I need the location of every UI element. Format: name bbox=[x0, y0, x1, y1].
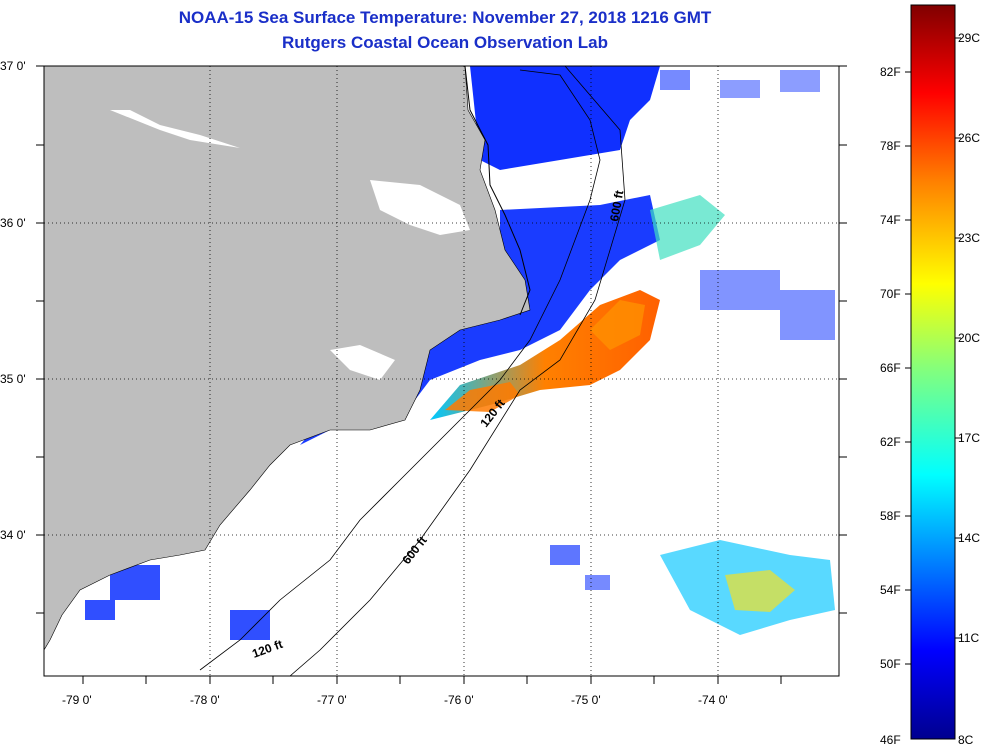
cbar-f-label-82: 82F bbox=[880, 65, 901, 79]
cbar-c-label-29: 29C bbox=[958, 31, 980, 45]
lat-label-35: 35 0' bbox=[0, 372, 26, 386]
contour-120ft bbox=[199, 69, 601, 671]
outer-banks bbox=[464, 66, 531, 316]
lon-label-74: -74 0' bbox=[698, 693, 728, 707]
contour-label-600ft-north: 600 ft bbox=[607, 189, 626, 222]
cbar-f-label-58: 58F bbox=[880, 509, 901, 523]
albemarle-sound bbox=[110, 110, 240, 148]
cbar-f-label-46: 46F bbox=[880, 733, 901, 747]
cbar-f-label-70: 70F bbox=[880, 287, 901, 301]
cbar-c-label-14: 14C bbox=[958, 531, 980, 545]
cbar-c-label-23: 23C bbox=[958, 231, 980, 245]
cbar-f-label-62: 62F bbox=[880, 435, 901, 449]
map-title: NOAA-15 Sea Surface Temperature: Novembe… bbox=[178, 8, 712, 27]
cbar-f-label-54: 54F bbox=[880, 583, 901, 597]
lon-label-75: -75 0' bbox=[571, 693, 601, 707]
lon-label-77: -77 0' bbox=[317, 693, 347, 707]
neuse-river bbox=[330, 345, 395, 380]
lat-label-37: 37 0' bbox=[0, 59, 26, 73]
cbar-f-label-66: 66F bbox=[880, 361, 901, 375]
lon-label-76: -76 0' bbox=[444, 693, 474, 707]
colorbar-gradient bbox=[910, 4, 956, 740]
contour-600ft bbox=[289, 66, 626, 676]
lat-label-36: 36 0' bbox=[0, 216, 26, 230]
cbar-c-label-11: 11C bbox=[958, 631, 979, 645]
cbar-c-label-8: 8C bbox=[958, 733, 974, 747]
cbar-f-label-50: 50F bbox=[880, 657, 901, 671]
map-subtitle: Rutgers Coastal Ocean Observation Lab bbox=[282, 33, 608, 52]
lon-label-79: -79 0' bbox=[62, 693, 92, 707]
sst-cyan-patches-north bbox=[650, 195, 725, 260]
lon-label-78: -78 0' bbox=[190, 693, 220, 707]
axis-ticks bbox=[36, 65, 847, 684]
cbar-f-label-74: 74F bbox=[880, 213, 901, 227]
sst-gulf-stream-orange bbox=[590, 300, 645, 350]
cbar-c-label-17: 17C bbox=[958, 431, 980, 445]
sst-cold-water-north bbox=[470, 66, 660, 170]
pamlico-sound bbox=[370, 180, 470, 235]
colorbar-ticks bbox=[905, 37, 961, 665]
map-frame bbox=[43, 65, 840, 677]
cbar-f-label-78: 78F bbox=[880, 139, 901, 153]
sst-scattered-patches bbox=[85, 70, 835, 640]
sst-yellow-eddy-core bbox=[725, 570, 795, 612]
graticule bbox=[44, 66, 839, 676]
lat-label-34: 34 0' bbox=[0, 528, 26, 542]
cbar-c-label-26: 26C bbox=[958, 131, 980, 145]
cbar-c-label-20: 20C bbox=[958, 331, 980, 345]
